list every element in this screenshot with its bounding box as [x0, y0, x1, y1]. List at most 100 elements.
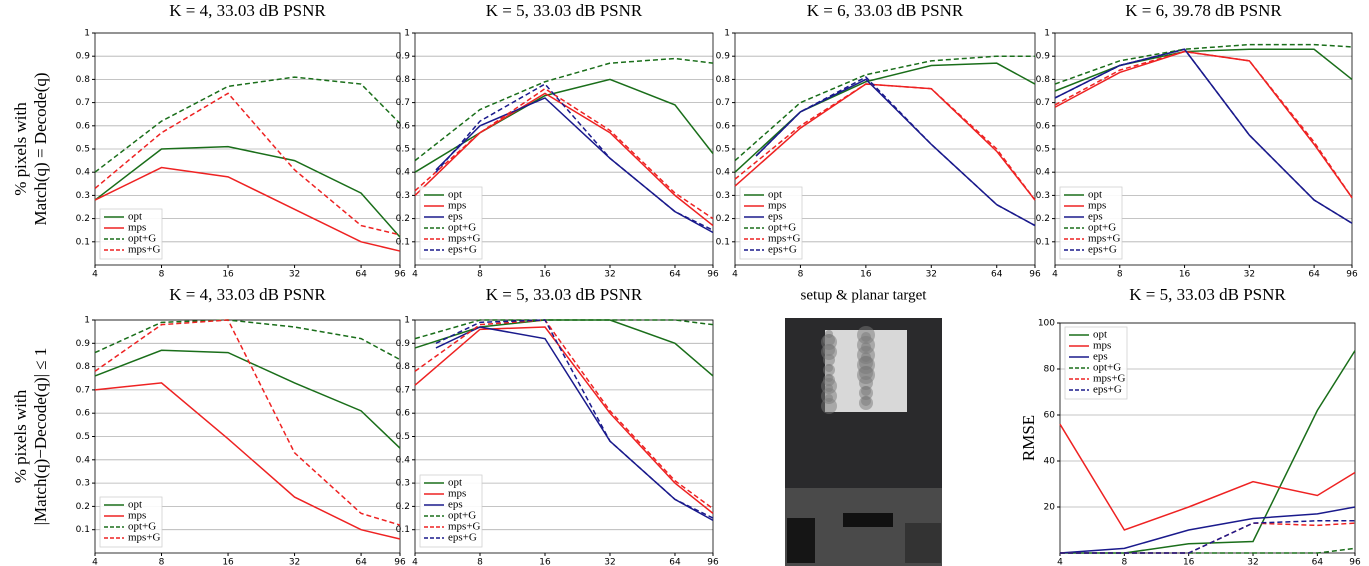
y-axis-label: % pixels with — [11, 389, 30, 483]
plot-frame — [414, 32, 714, 266]
y-tick-label: 0.8 — [396, 75, 411, 85]
y-tick-label: 1 — [404, 316, 410, 326]
y-tick-label: 0.6 — [396, 409, 411, 419]
legend-label: mps+G — [448, 233, 481, 245]
x-tick-label: 4 — [1057, 558, 1063, 566]
legend-label: opt — [448, 477, 462, 489]
y-axis-label: RMSE — [1019, 415, 1038, 461]
y-tick-label: 0.4 — [1036, 168, 1051, 178]
legend-label: opt — [128, 499, 142, 511]
series-line — [414, 326, 714, 514]
x-tick-label: 96 — [707, 558, 719, 566]
x-tick-label: 8 — [477, 270, 483, 280]
x-tick-label: 16 — [1183, 558, 1195, 566]
legend-label: opt — [1093, 329, 1107, 341]
y-tick-label: 40 — [1044, 457, 1056, 467]
series-line — [1060, 547, 1356, 554]
y-tick-label: 0.6 — [1036, 121, 1051, 131]
legend-label: opt+G — [448, 510, 476, 522]
legend-label: mps+G — [128, 532, 161, 544]
target-texture — [821, 378, 837, 394]
series-line — [94, 319, 401, 361]
y-tick-label: 0.1 — [396, 525, 410, 535]
y-tick-label: 0.3 — [76, 479, 90, 489]
x-tick-label: 16 — [539, 558, 551, 566]
y-tick-label: 0.4 — [76, 455, 91, 465]
legend-label: mps+G — [128, 244, 161, 256]
legend-label: mps — [128, 510, 146, 522]
series-line — [1060, 350, 1356, 554]
camera — [787, 518, 815, 563]
plot-frame — [734, 32, 1036, 266]
target-texture — [859, 356, 873, 370]
y-tick-label: 0.5 — [396, 145, 410, 155]
series-line — [414, 87, 714, 220]
series-line — [414, 319, 714, 510]
x-tick-label: 96 — [394, 270, 406, 280]
x-tick-label: 4 — [1052, 270, 1058, 280]
y-tick-label: 1 — [84, 29, 90, 39]
legend-label: opt+G — [128, 233, 156, 245]
y-tick-label: 20 — [1044, 503, 1056, 513]
x-tick-label: 8 — [477, 558, 483, 566]
legend-box — [1059, 186, 1123, 260]
x-tick-label: 96 — [394, 558, 406, 566]
x-tick-label: 64 — [1308, 270, 1320, 280]
legend-label: mps+G — [1093, 373, 1126, 385]
legend-label: mps+G — [768, 233, 801, 245]
series-line — [755, 76, 1036, 227]
y-tick-label: 0.8 — [76, 362, 91, 372]
chart-title: K = 5, 33.03 dB PSNR — [1129, 285, 1286, 304]
legend-label: opt+G — [1088, 222, 1116, 234]
y-tick-label: 0.7 — [396, 98, 410, 108]
series-line — [734, 55, 1035, 162]
legend-label: eps+G — [1093, 384, 1122, 396]
series-line — [1054, 43, 1353, 85]
legend-label: mps — [1088, 200, 1106, 212]
legend-box — [739, 186, 803, 260]
y-tick-label: 0.8 — [396, 362, 411, 372]
chart-title: K = 6, 33.03 dB PSNR — [807, 1, 964, 20]
legend-label: eps — [1093, 351, 1108, 363]
y-tick-label: 0.1 — [396, 237, 410, 247]
series-line — [1060, 520, 1355, 554]
series-line — [1054, 50, 1353, 199]
series-line — [734, 83, 1036, 201]
series-line — [1060, 522, 1356, 554]
series-line — [435, 83, 714, 231]
target-texture — [859, 376, 873, 390]
x-tick-label: 32 — [926, 270, 937, 280]
x-tick-label: 8 — [1121, 558, 1127, 566]
y-tick-label: 0.5 — [396, 432, 410, 442]
x-tick-label: 96 — [1029, 270, 1041, 280]
x-tick-label: 16 — [1179, 270, 1191, 280]
y-tick-label: 0.6 — [716, 121, 731, 131]
y-axis-label: % pixels with — [11, 102, 30, 196]
series-line — [94, 166, 401, 252]
series-line — [94, 319, 401, 526]
y-tick-label: 0.2 — [76, 214, 90, 224]
y-tick-label: 0.1 — [716, 237, 730, 247]
target-texture — [859, 366, 873, 380]
y-tick-label: 0.1 — [76, 237, 90, 247]
legend-label: opt+G — [128, 521, 156, 533]
y-tick-label: 0.1 — [1036, 237, 1050, 247]
legend-box — [419, 186, 483, 260]
legend-label: mps — [448, 488, 466, 500]
x-tick-label: 8 — [1117, 270, 1123, 280]
x-tick-label: 4 — [732, 270, 738, 280]
y-tick-label: 0.4 — [396, 455, 411, 465]
x-tick-label: 32 — [604, 270, 615, 280]
x-tick-label: 4 — [412, 558, 418, 566]
y-tick-label: 0.9 — [396, 52, 411, 62]
x-tick-label: 32 — [1247, 558, 1258, 566]
y-tick-label: 0.2 — [396, 502, 410, 512]
y-tick-label: 0.5 — [76, 432, 90, 442]
legend-label: eps — [768, 211, 783, 223]
series-line — [1054, 50, 1353, 199]
plot-frame — [94, 32, 401, 266]
x-tick-label: 64 — [1312, 558, 1324, 566]
legend-label: mps — [1093, 340, 1111, 352]
target-texture — [861, 396, 871, 406]
